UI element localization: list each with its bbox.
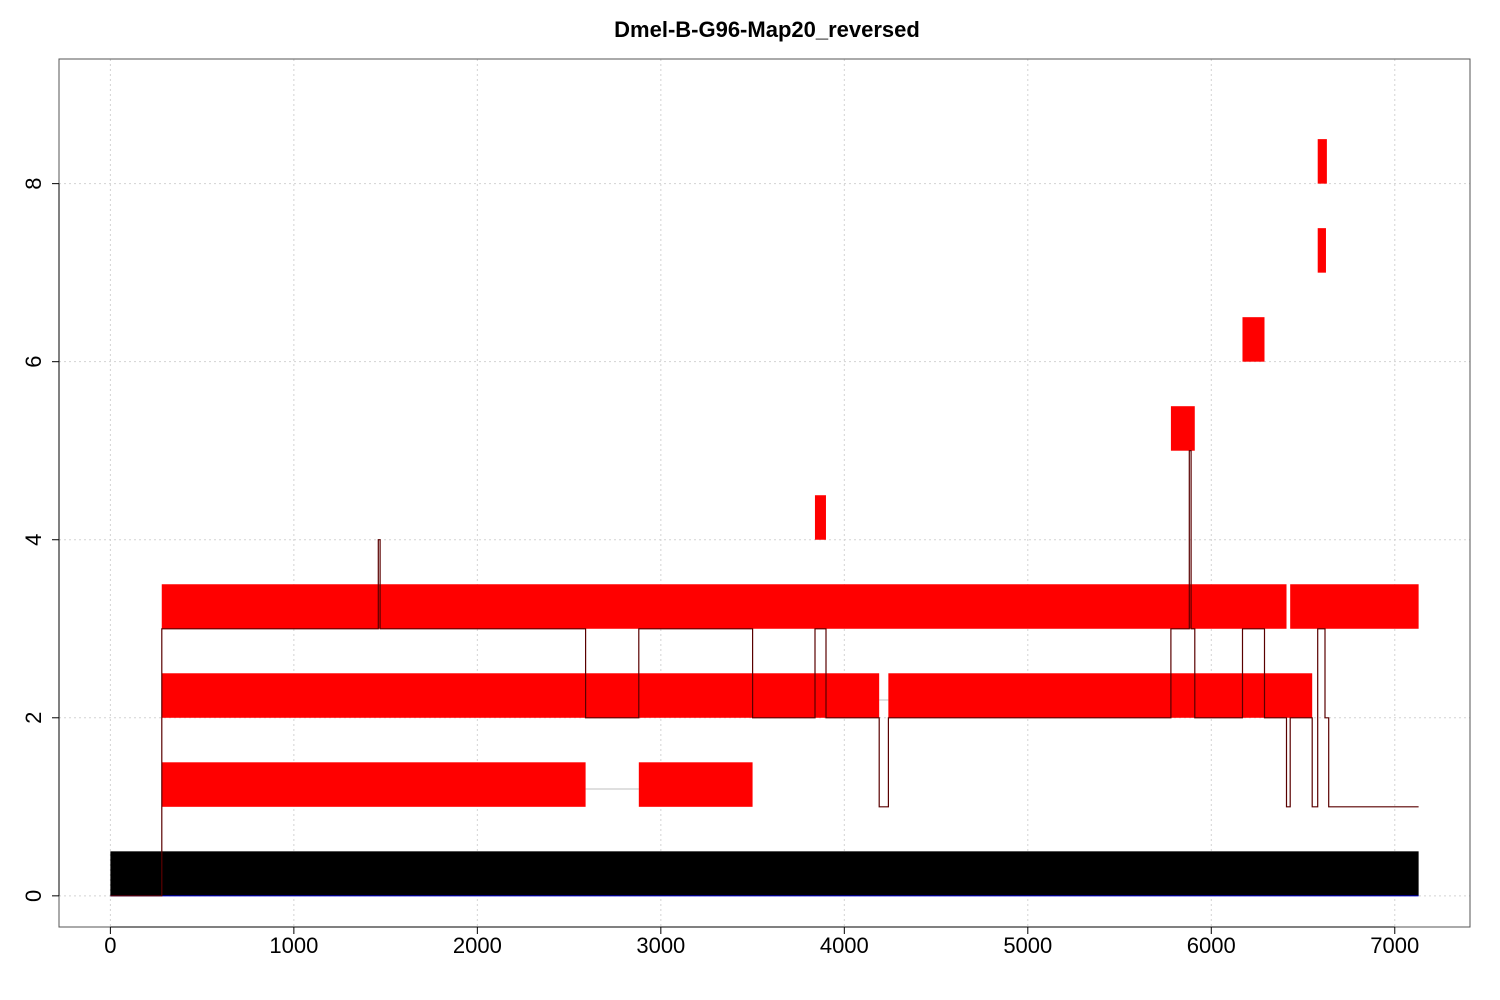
x-tick-label: 3000 xyxy=(636,933,685,958)
axis-layer: 0 1000 2000 3000 4000 5000 6000 7000 0 2 4 6 8 xyxy=(21,178,1419,958)
mapped-segment xyxy=(814,495,826,540)
x-tick-label: 4000 xyxy=(820,933,869,958)
y-tick-label: 8 xyxy=(21,178,46,190)
y-tick-label: 2 xyxy=(21,712,46,724)
mapped-segment xyxy=(638,762,753,807)
mapped-segment xyxy=(1317,139,1327,184)
coverage-line xyxy=(110,450,1419,897)
x-tick-label: 0 xyxy=(104,933,116,958)
x-tick-label: 1000 xyxy=(269,933,318,958)
mapped-segment xyxy=(161,762,586,807)
mapped-segment xyxy=(1242,317,1265,362)
y-tick-label: 0 xyxy=(21,890,46,902)
mapped-segment xyxy=(888,673,1313,718)
reference-bar xyxy=(110,851,1419,896)
x-tick-label: 7000 xyxy=(1370,933,1419,958)
x-tick-label: 2000 xyxy=(453,933,502,958)
x-tick-label: 5000 xyxy=(1003,933,1052,958)
x-tick-label: 6000 xyxy=(1187,933,1236,958)
mapped-segment xyxy=(161,673,880,718)
mapped-segment xyxy=(1290,584,1419,629)
chart-title: Dmel-B-G96-Map20_reversed xyxy=(614,17,920,42)
mapped-segment xyxy=(161,584,1287,629)
data-layer xyxy=(110,139,1419,897)
y-tick-label: 6 xyxy=(21,356,46,368)
y-tick-label: 4 xyxy=(21,534,46,546)
mapped-segment xyxy=(1317,228,1326,273)
mapped-segment xyxy=(1170,406,1195,451)
